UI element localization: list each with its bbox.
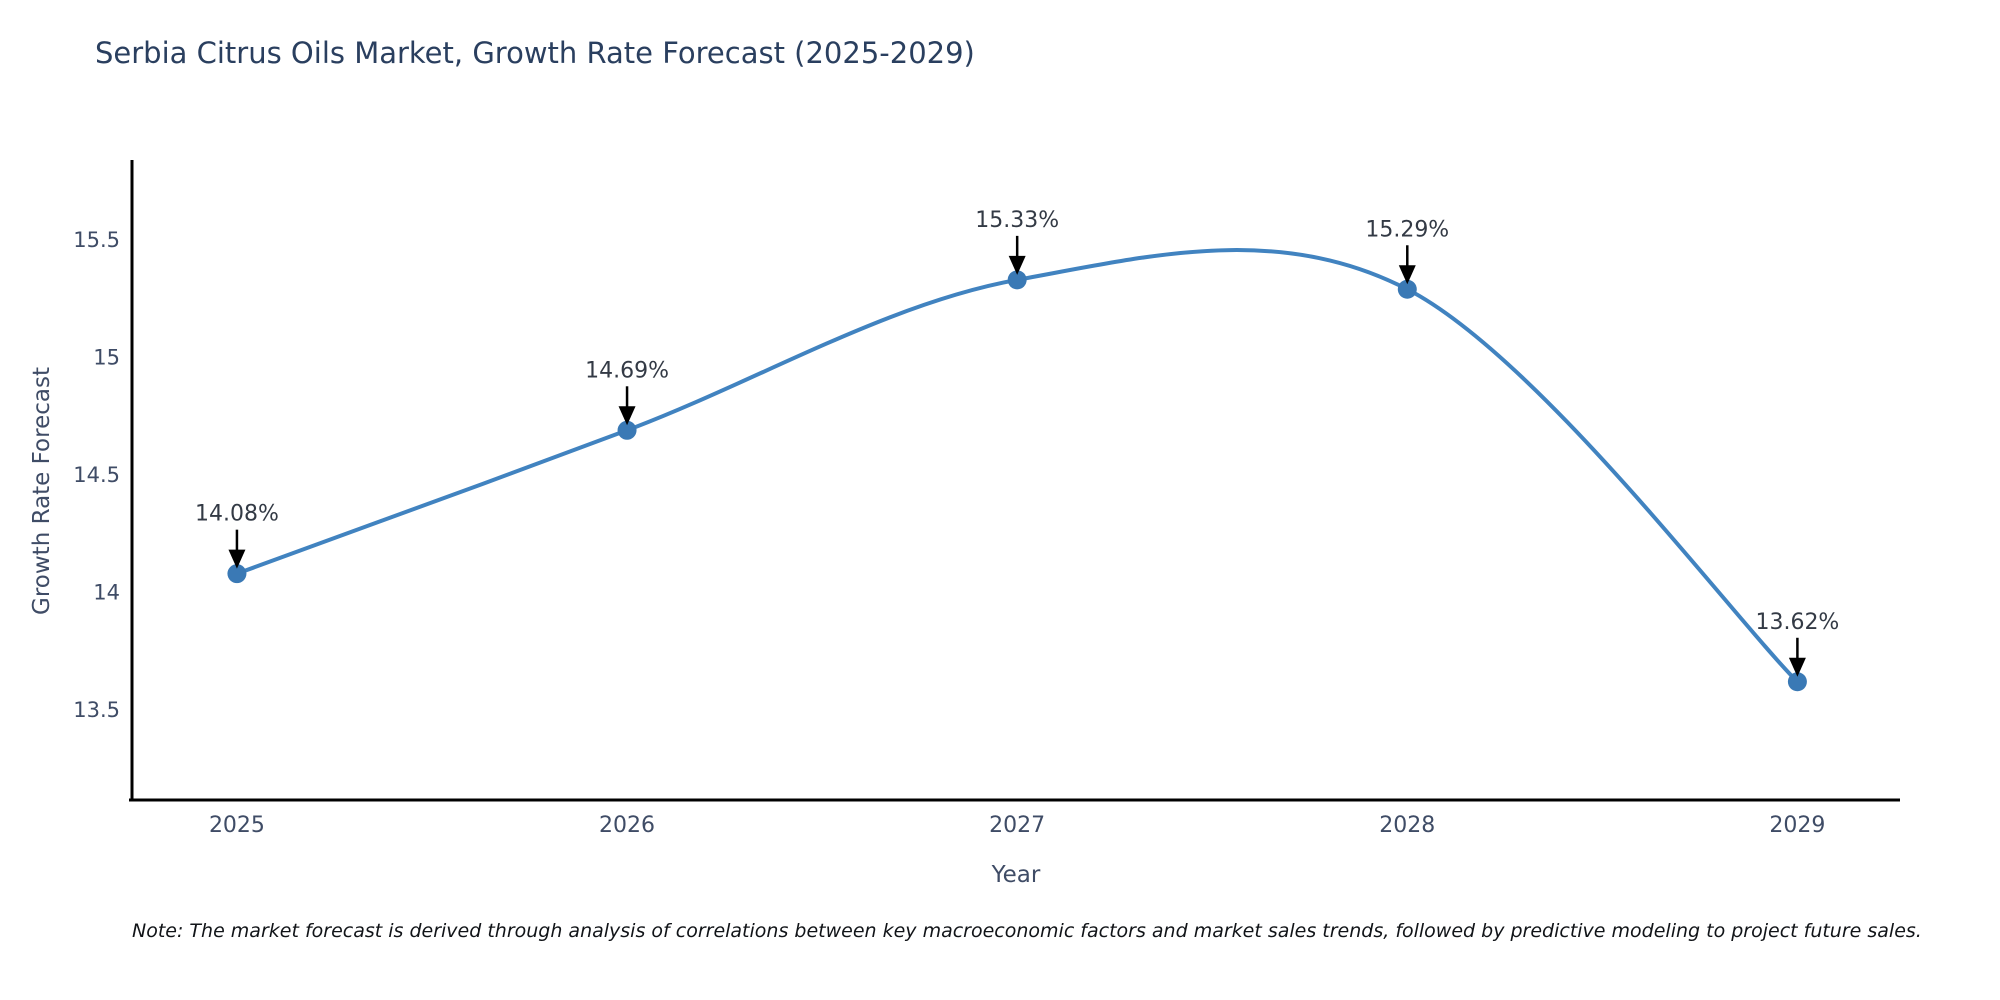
forecast-line <box>234 248 1800 684</box>
data-point <box>227 564 247 584</box>
x-tick-label: 2029 <box>1769 813 1825 838</box>
annotation-label: 15.29% <box>1365 217 1449 242</box>
annotation-label: 15.33% <box>975 208 1059 233</box>
annotation-label: 14.08% <box>195 502 279 527</box>
y-axis-title: Growth Rate Forecast <box>29 367 55 615</box>
x-tick-label: 2026 <box>599 813 655 838</box>
annotation-arrowhead <box>618 406 636 426</box>
annotation-label: 13.62% <box>1755 610 1839 635</box>
data-point <box>1397 279 1417 299</box>
footnote: Note: The market forecast is derived thr… <box>132 920 1922 942</box>
x-tick-label: 2027 <box>989 813 1045 838</box>
data-point <box>617 420 637 440</box>
annotation-arrowhead <box>1788 657 1806 677</box>
data-point <box>1007 270 1027 290</box>
y-tick-label: 15 <box>93 345 120 369</box>
chart-title: Serbia Citrus Oils Market, Growth Rate F… <box>95 36 975 70</box>
annotation-arrowhead <box>1008 255 1026 275</box>
y-tick-label: 14.5 <box>73 463 120 487</box>
x-tick-label: 2025 <box>209 813 265 838</box>
y-tick-label: 14 <box>93 580 120 604</box>
x-axis-title: Year <box>991 862 1041 888</box>
annotation-arrowhead <box>1398 265 1416 285</box>
x-tick-label: 2028 <box>1379 813 1435 838</box>
data-point <box>1787 672 1807 692</box>
annotation-label: 14.69% <box>585 358 669 383</box>
y-tick-label: 13.5 <box>73 698 120 722</box>
y-tick-label: 15.5 <box>73 228 120 252</box>
annotation-arrowhead <box>228 549 246 569</box>
